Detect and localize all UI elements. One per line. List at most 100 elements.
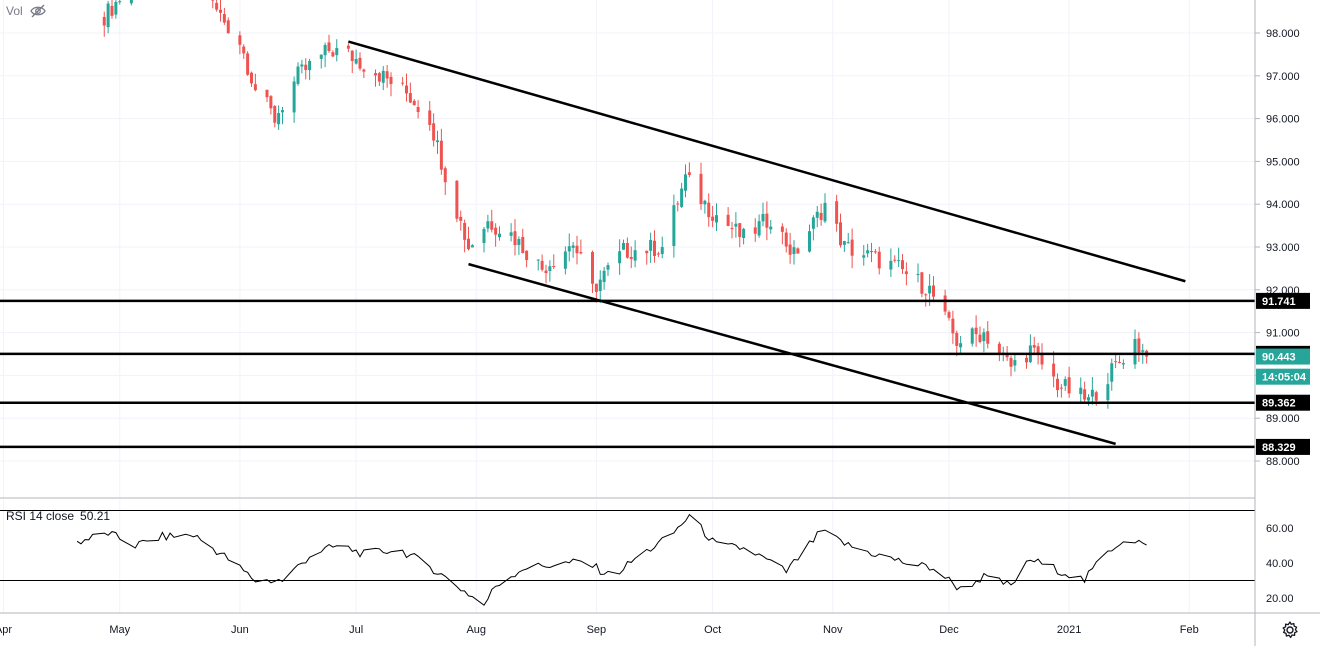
candle-body — [726, 214, 730, 226]
candle-body — [633, 250, 637, 261]
candle-body — [594, 283, 598, 292]
candle-body — [808, 231, 811, 252]
trendline — [468, 262, 1116, 446]
candle-body — [575, 245, 579, 254]
time-tick-label: Jun — [231, 624, 249, 636]
candle-body — [951, 318, 955, 334]
time-tick-label: Feb — [1180, 624, 1199, 636]
candle-body — [428, 110, 432, 125]
candle-body — [269, 96, 273, 109]
rsi-legend-label: RSI 14 close — [6, 509, 75, 523]
candle-body — [211, 0, 215, 1]
candle-body — [904, 271, 908, 275]
candle-body — [687, 172, 691, 175]
candle-body — [1036, 346, 1040, 354]
candle-body — [459, 216, 463, 221]
candle-body — [656, 253, 660, 255]
candle-body — [1079, 387, 1083, 395]
candle-body — [374, 73, 377, 76]
price-label-text: 88.329 — [1262, 442, 1296, 454]
candle-body — [292, 81, 296, 113]
candle-body — [1052, 363, 1056, 377]
candle-body — [815, 211, 819, 218]
candle-body — [114, 1, 118, 15]
price-label-box — [1256, 394, 1310, 411]
candle-body — [1090, 389, 1094, 397]
candle-body — [1110, 363, 1114, 382]
time-tick-label: Nov — [823, 624, 843, 636]
candle-body — [823, 202, 827, 222]
candle-body — [680, 188, 684, 207]
candle-body — [897, 260, 901, 262]
candle-body — [873, 251, 877, 253]
candle-body — [470, 245, 474, 248]
candle-body — [625, 243, 629, 258]
candle-body — [901, 260, 904, 270]
candle-body — [796, 248, 800, 254]
candle-body — [308, 61, 312, 71]
time-tick-label: Jul — [349, 624, 363, 636]
candle-body — [788, 244, 792, 255]
candle-body — [1121, 363, 1125, 365]
price-label-text: 89.362 — [1262, 398, 1296, 410]
candle-body — [385, 71, 389, 79]
candle-body — [920, 272, 924, 294]
candle-body — [757, 221, 761, 236]
candle-body — [1094, 392, 1098, 401]
candle-body — [792, 247, 796, 255]
eye-off-icon[interactable] — [29, 4, 47, 18]
drawing-layer[interactable] — [0, 40, 1255, 449]
candle-body — [521, 236, 525, 254]
candle-body — [769, 226, 773, 230]
candle-body — [1025, 357, 1028, 363]
candle-body — [1067, 377, 1071, 394]
candle-body — [319, 54, 323, 59]
candle-body — [1032, 345, 1036, 348]
rsi-pane — [0, 497, 1255, 606]
candle-body — [467, 238, 470, 250]
candle-body — [579, 252, 583, 254]
candle-body — [300, 64, 304, 67]
candle-body — [563, 251, 567, 269]
gear-icon[interactable] — [1280, 620, 1300, 640]
candle-body — [730, 228, 734, 230]
candle-body — [784, 232, 788, 247]
candle-body — [238, 35, 242, 45]
candle-body — [676, 203, 680, 205]
price-tick-label: 89.000 — [1266, 413, 1300, 425]
candle-body — [943, 295, 947, 312]
candle-body — [622, 243, 625, 250]
candle-body — [250, 72, 253, 84]
price-tick-label: 96.000 — [1266, 114, 1300, 126]
price-label-box — [1256, 438, 1310, 455]
candle-body — [296, 66, 300, 84]
candle-body — [997, 343, 1001, 354]
candle-body — [246, 53, 250, 75]
candle-body — [265, 89, 269, 98]
candle-body — [1133, 339, 1137, 365]
candle-body — [653, 240, 656, 256]
candle-body — [405, 85, 408, 94]
candle-body — [765, 213, 769, 228]
candle-body — [536, 259, 540, 261]
candle-body — [253, 84, 257, 91]
candle-body — [753, 227, 757, 234]
candle-body — [242, 46, 246, 54]
candle-body — [222, 13, 226, 23]
candle-body — [350, 50, 354, 62]
price-label-box — [1256, 292, 1310, 309]
candle-body — [304, 64, 308, 70]
candle-body — [219, 9, 222, 13]
candle-body — [118, 1, 122, 3]
candle-body — [416, 106, 420, 113]
candle-body — [362, 69, 366, 72]
candle-body — [106, 3, 110, 28]
candle-body — [277, 113, 281, 125]
candle-body — [1005, 353, 1009, 358]
candle-body — [889, 260, 893, 270]
candle-body — [761, 214, 765, 222]
candle-body — [494, 227, 498, 235]
volume-legend: Vol — [6, 4, 47, 18]
